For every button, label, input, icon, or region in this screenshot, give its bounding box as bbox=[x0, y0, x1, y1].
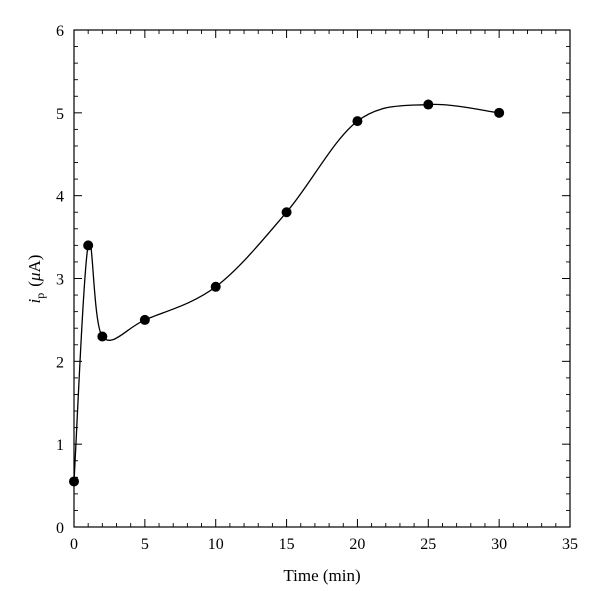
x-tick-label: 20 bbox=[349, 536, 365, 553]
data-point bbox=[97, 331, 108, 342]
y-axis-unit-mu: μ bbox=[25, 273, 44, 283]
y-axis-unit-suffix: A) bbox=[25, 255, 44, 273]
y-tick-label: 5 bbox=[56, 106, 64, 123]
y-tick-label: 0 bbox=[56, 520, 64, 537]
series-curve bbox=[73, 103, 500, 482]
y-axis-unit-prefix: ( bbox=[25, 281, 44, 287]
plot-frame bbox=[73, 29, 571, 528]
x-tick-label: 0 bbox=[70, 536, 78, 553]
x-tick-label: 15 bbox=[279, 536, 295, 553]
data-points bbox=[69, 99, 505, 487]
y-tick-labels: 0 1 2 3 4 5 6 bbox=[56, 23, 64, 537]
y-axis-sub: p bbox=[33, 293, 47, 299]
y-axis-var: i bbox=[25, 298, 44, 303]
y-tick-label: 2 bbox=[56, 354, 64, 371]
data-point bbox=[352, 116, 363, 127]
x-tick-label: 10 bbox=[208, 536, 224, 553]
data-point bbox=[139, 314, 150, 325]
x-tick-labels: 0 5 10 15 20 25 30 35 bbox=[70, 536, 578, 553]
data-point bbox=[69, 476, 79, 487]
axis-ticks bbox=[73, 29, 571, 528]
y-tick-label: 4 bbox=[56, 189, 64, 206]
x-axis-title: Time (min) bbox=[283, 566, 360, 585]
y-axis-title: ip (μA) bbox=[25, 255, 47, 304]
x-tick-label: 30 bbox=[491, 536, 507, 553]
data-point bbox=[494, 107, 505, 118]
data-point bbox=[423, 99, 434, 110]
x-tick-label: 25 bbox=[420, 536, 436, 553]
data-point bbox=[210, 281, 221, 292]
y-tick-label: 6 bbox=[56, 23, 64, 40]
data-point bbox=[83, 240, 94, 251]
data-point bbox=[281, 207, 292, 218]
x-tick-label: 5 bbox=[141, 536, 149, 553]
y-tick-label: 1 bbox=[56, 437, 64, 454]
x-tick-label: 35 bbox=[562, 536, 578, 553]
y-tick-label: 3 bbox=[56, 272, 64, 289]
